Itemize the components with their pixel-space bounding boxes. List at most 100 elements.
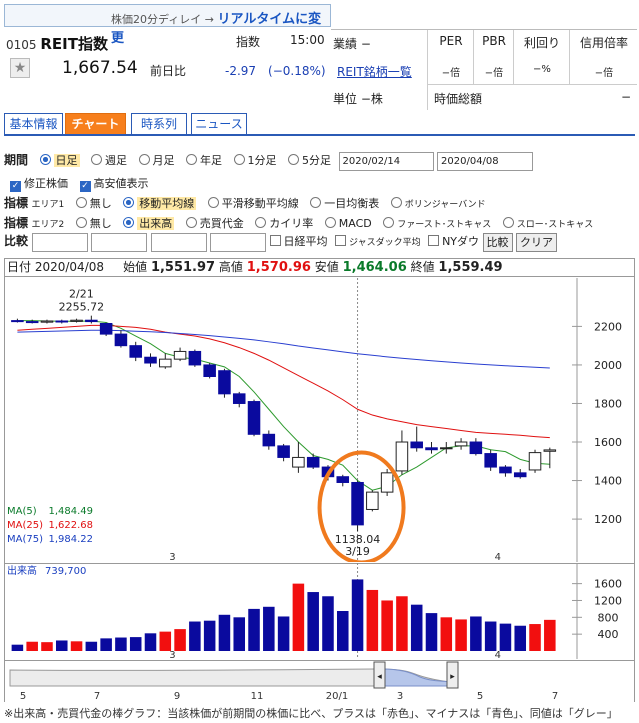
candle	[262, 433, 276, 447]
candle	[11, 320, 24, 323]
y-tick-label: 2200	[594, 320, 622, 333]
nydow-checkbox[interactable]	[428, 235, 440, 246]
margin-value: −倍	[594, 68, 614, 79]
ind2-none-radio[interactable]	[75, 217, 87, 228]
ind2-turnover-radio[interactable]	[185, 217, 197, 228]
tab-news[interactable]: ニュース	[191, 113, 247, 134]
x-month-label: 3	[169, 650, 175, 659]
nikkei-checkbox[interactable]	[269, 235, 281, 246]
nav-left-arrow-icon: ◂	[377, 672, 382, 682]
yield-label: 利回り	[523, 36, 560, 50]
info-table: 業績 − REIT銘柄一覧 単位 −株 PER −倍 PBR −倍 利回り −%…	[331, 29, 637, 110]
ind1-ichimoku-radio[interactable]	[310, 197, 322, 208]
candle	[440, 447, 453, 450]
ma75-line	[17, 329, 550, 369]
compare-input-1[interactable]	[31, 232, 88, 252]
candle	[25, 321, 39, 324]
radio-monthly[interactable]	[138, 154, 150, 165]
volume-bar	[396, 596, 408, 651]
per-label: PER	[439, 34, 463, 48]
reit-list-link[interactable]: REIT銘柄一覧	[337, 65, 412, 79]
volume-bar	[529, 624, 541, 651]
candle	[232, 393, 246, 404]
vol-tick-label: 400	[598, 628, 619, 641]
index-label: 指数	[236, 35, 261, 49]
volume-value: 739,700	[45, 566, 86, 577]
stock-code: 0105 REIT指数	[6, 35, 108, 53]
volume-bar	[292, 583, 305, 651]
ma-label-value: 1,622.68	[48, 520, 93, 531]
candle	[203, 364, 216, 377]
candle	[499, 466, 512, 474]
volume-chart: 出来高 739,700 400 800 1200 1600 3 4	[5, 563, 634, 659]
quote-time: 15:00	[290, 33, 325, 47]
radio-weekly[interactable]	[91, 154, 103, 165]
volume-bar	[233, 617, 246, 651]
radio-1min[interactable]	[233, 154, 245, 165]
vol-tick-label: 1600	[594, 578, 622, 591]
candle	[366, 491, 379, 510]
volume-label: 出来高	[7, 564, 37, 577]
ind2-fast-stoch-radio[interactable]	[383, 217, 395, 228]
y-tick-label: 2000	[594, 359, 622, 372]
clear-button[interactable]: クリア	[516, 232, 558, 252]
ma-label-value: 1,484.49	[48, 506, 93, 517]
compare-button[interactable]: 比較	[482, 232, 513, 252]
volume-bar	[85, 641, 98, 651]
compare-input-4[interactable]	[210, 232, 267, 252]
x-month-label: 4	[495, 552, 501, 562]
radio-daily[interactable]	[39, 154, 51, 165]
tab-chart[interactable]: チャート	[65, 113, 126, 134]
volume-bar	[203, 620, 216, 651]
nav-label: 9	[174, 691, 180, 702]
nav-label: 3	[397, 691, 403, 702]
ind1-ma-radio[interactable]	[123, 197, 135, 208]
ohlc-open: 1,551.97	[150, 260, 216, 275]
max-date-label: 2/21	[69, 288, 94, 301]
ind1-ema-radio[interactable]	[207, 197, 219, 208]
ind2-volume-radio[interactable]	[123, 217, 135, 228]
date-to-input[interactable]: 2020/04/08	[437, 151, 534, 171]
nav-right-arrow-icon: ▸	[450, 672, 455, 682]
volume-bar	[248, 608, 260, 651]
navigator[interactable]: ◂ ▸ 5 7 9 11 20/1 3 5 7	[5, 660, 634, 702]
radio-yearly[interactable]	[186, 154, 198, 165]
margin-label: 信用倍率	[579, 36, 628, 50]
volume-bar	[41, 642, 53, 651]
volume-bar	[159, 631, 172, 651]
delay-bar: 株価20分ディレイ → リアルタイムに変更	[4, 4, 331, 46]
candle	[129, 345, 142, 358]
ohlc-bar: 日付 2020/04/08 始値 1,551.97 高値 1,570.96 安値…	[5, 259, 634, 277]
high-low-checkbox[interactable]: ✓	[79, 181, 91, 192]
volume-bar	[277, 616, 290, 651]
volume-bar	[115, 637, 127, 651]
star-icon[interactable]: ★	[10, 58, 30, 78]
ind1-bollinger-radio[interactable]	[390, 197, 402, 208]
tab-timeseries[interactable]: 時系列	[131, 113, 187, 134]
pbr-label: PBR	[482, 34, 506, 48]
date-from-input[interactable]: 2020/02/14	[338, 151, 434, 171]
candle	[351, 481, 364, 526]
realtime-link[interactable]: リアルタイムに変更	[111, 12, 322, 46]
tab-basic-info[interactable]: 基本情報	[4, 113, 63, 134]
change-label: 前日比	[150, 64, 187, 78]
ma-label-name: MA(25)	[7, 520, 43, 531]
ind2-slow-stoch-radio[interactable]	[502, 217, 514, 228]
y-tick-label: 1600	[594, 436, 622, 449]
radio-5min[interactable]	[288, 154, 300, 165]
candle	[70, 319, 83, 322]
ind2-deviation-radio[interactable]	[255, 217, 267, 228]
quote-header: 株価20分ディレイ → リアルタイムに変更 0105 REIT指数 指数 15:…	[0, 0, 639, 110]
compare-input-3[interactable]	[150, 232, 207, 252]
candle	[292, 456, 305, 468]
compare-input-2[interactable]	[91, 232, 148, 252]
volume-bar	[484, 621, 497, 651]
candle	[336, 476, 350, 483]
candle	[159, 358, 172, 368]
jasdaq-checkbox[interactable]	[335, 235, 347, 246]
ind2-macd-radio[interactable]	[324, 217, 336, 228]
volume-bar	[70, 641, 83, 651]
adjusted-price-checkbox[interactable]: ✓	[10, 181, 21, 192]
ind1-none-radio[interactable]	[75, 197, 87, 208]
